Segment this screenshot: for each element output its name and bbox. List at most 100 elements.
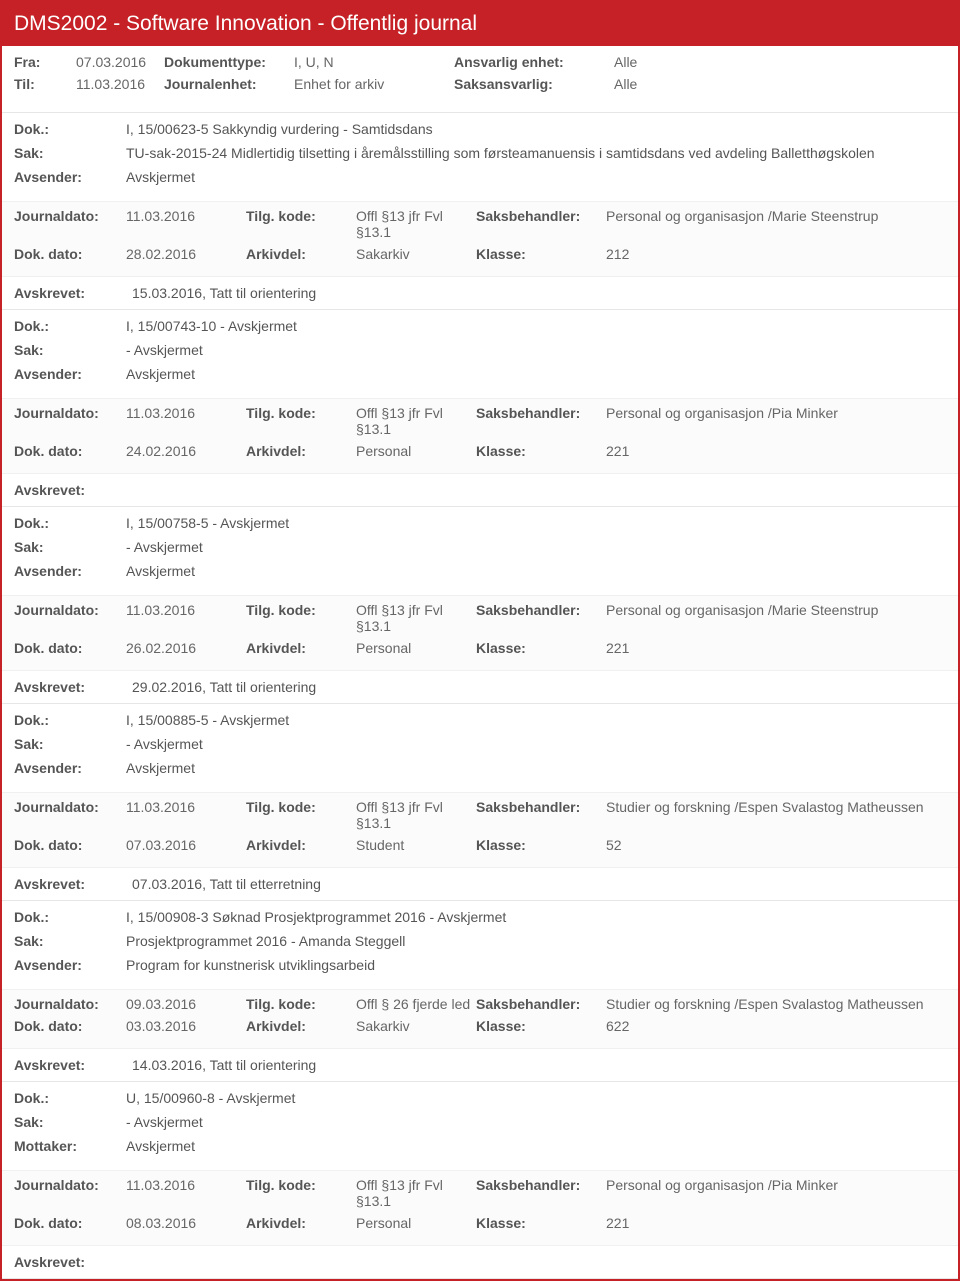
dok-label: Dok.: xyxy=(14,712,126,728)
party-value: Avskjermet xyxy=(126,366,946,382)
sak-value: Prosjektprogrammet 2016 - Amanda Steggel… xyxy=(126,933,946,949)
sak-row: Sak: - Avskjermet xyxy=(14,1114,946,1130)
avskrevet-value: 29.02.2016, Tatt til orientering xyxy=(126,679,946,695)
party-row: Avsender: Avskjermet xyxy=(14,169,946,185)
party-label: Avsender: xyxy=(14,957,126,973)
saksansvarlig-value: Alle xyxy=(614,76,637,92)
arkivdel-value: Personal xyxy=(356,443,476,459)
tilgkode-value: Offl §13 jfr Fvl §13.1 xyxy=(356,405,476,437)
record-header: Dok.: I, 15/00885-5 - Avskjermet Sak: - … xyxy=(2,704,958,792)
dok-row: Dok.: I, 15/00908-3 Søknad Prosjektprogr… xyxy=(14,909,946,925)
records-container: Dok.: I, 15/00623-5 Sakkyndig vurdering … xyxy=(2,113,958,1279)
arkivdel-label: Arkivdel: xyxy=(246,837,356,853)
tilgkode-label: Tilg. kode: xyxy=(246,602,356,634)
party-label: Avsender: xyxy=(14,169,126,185)
klasse-label: Klasse: xyxy=(476,443,606,459)
journalenhet-label: Journalenhet: xyxy=(164,76,294,92)
grid-row: Journaldato: 09.03.2016 Tilg. kode: Offl… xyxy=(14,996,946,1012)
til-value: 11.03.2016 xyxy=(76,76,164,92)
party-label: Avsender: xyxy=(14,366,126,382)
journaldato-label: Journaldato: xyxy=(14,602,126,634)
sak-value: - Avskjermet xyxy=(126,342,946,358)
record-grid: Journaldato: 11.03.2016 Tilg. kode: Offl… xyxy=(2,398,958,473)
party-value: Avskjermet xyxy=(126,563,946,579)
grid-row: Dok. dato: 08.03.2016 Arkivdel: Personal… xyxy=(14,1215,946,1231)
grid-row: Dok. dato: 03.03.2016 Arkivdel: Sakarkiv… xyxy=(14,1018,946,1034)
klasse-value: 52 xyxy=(606,837,946,853)
journaldato-label: Journaldato: xyxy=(14,405,126,437)
dokdato-value: 03.03.2016 xyxy=(126,1018,246,1034)
saksbeh-value: Personal og organisasjon /Marie Steenstr… xyxy=(606,602,946,634)
journaldato-value: 11.03.2016 xyxy=(126,208,246,240)
avskrevet-label: Avskrevet: xyxy=(14,679,126,695)
dok-value: U, 15/00960-8 - Avskjermet xyxy=(126,1090,946,1106)
record-grid: Journaldato: 11.03.2016 Tilg. kode: Offl… xyxy=(2,792,958,867)
party-row: Mottaker: Avskjermet xyxy=(14,1138,946,1154)
dokdato-value: 07.03.2016 xyxy=(126,837,246,853)
dok-row: Dok.: I, 15/00885-5 - Avskjermet xyxy=(14,712,946,728)
tilgkode-value: Offl §13 jfr Fvl §13.1 xyxy=(356,1177,476,1209)
tilgkode-value: Offl § 26 fjerde led xyxy=(356,996,476,1012)
journal-page: DMS2002 - Software Innovation - Offentli… xyxy=(0,0,960,1281)
arkivdel-value: Student xyxy=(356,837,476,853)
saksbeh-value: Studier og forskning /Espen Svalastog Ma… xyxy=(606,996,946,1012)
party-row: Avsender: Avskjermet xyxy=(14,760,946,776)
avskrevet-label: Avskrevet: xyxy=(14,1057,126,1073)
saksbeh-label: Saksbehandler: xyxy=(476,405,606,437)
dokdato-label: Dok. dato: xyxy=(14,640,126,656)
avskrevet-label: Avskrevet: xyxy=(14,876,126,892)
klasse-value: 221 xyxy=(606,640,946,656)
saksbeh-value: Personal og organisasjon /Marie Steenstr… xyxy=(606,208,946,240)
journal-record: Dok.: I, 15/00885-5 - Avskjermet Sak: - … xyxy=(2,704,958,901)
arkivdel-value: Sakarkiv xyxy=(356,246,476,262)
klasse-label: Klasse: xyxy=(476,1018,606,1034)
tilgkode-value: Offl §13 jfr Fvl §13.1 xyxy=(356,799,476,831)
saksbeh-value: Personal og organisasjon /Pia Minker xyxy=(606,405,946,437)
avskrevet-label: Avskrevet: xyxy=(14,285,126,301)
avskrevet-value xyxy=(126,482,946,498)
arkivdel-value: Sakarkiv xyxy=(356,1018,476,1034)
journal-record: Dok.: U, 15/00960-8 - Avskjermet Sak: - … xyxy=(2,1082,958,1279)
meta-row: Til: 11.03.2016 Journalenhet: Enhet for … xyxy=(14,76,946,92)
arkivdel-label: Arkivdel: xyxy=(246,1018,356,1034)
grid-row: Journaldato: 11.03.2016 Tilg. kode: Offl… xyxy=(14,602,946,634)
party-value: Avskjermet xyxy=(126,760,946,776)
doktype-label: Dokumenttype: xyxy=(164,54,294,70)
sak-row: Sak: - Avskjermet xyxy=(14,342,946,358)
dok-value: I, 15/00623-5 Sakkyndig vurdering - Samt… xyxy=(126,121,946,137)
dok-row: Dok.: U, 15/00960-8 - Avskjermet xyxy=(14,1090,946,1106)
dokdato-label: Dok. dato: xyxy=(14,246,126,262)
record-grid: Journaldato: 11.03.2016 Tilg. kode: Offl… xyxy=(2,201,958,276)
party-row: Avsender: Program for kunstnerisk utvikl… xyxy=(14,957,946,973)
dok-label: Dok.: xyxy=(14,515,126,531)
dokdato-value: 24.02.2016 xyxy=(126,443,246,459)
dok-value: I, 15/00743-10 - Avskjermet xyxy=(126,318,946,334)
journaldato-label: Journaldato: xyxy=(14,208,126,240)
record-header: Dok.: U, 15/00960-8 - Avskjermet Sak: - … xyxy=(2,1082,958,1170)
klasse-value: 212 xyxy=(606,246,946,262)
saksbeh-value: Studier og forskning /Espen Svalastog Ma… xyxy=(606,799,946,831)
journaldato-value: 11.03.2016 xyxy=(126,405,246,437)
avskrevet-label: Avskrevet: xyxy=(14,1254,126,1270)
saksbeh-value: Personal og organisasjon /Pia Minker xyxy=(606,1177,946,1209)
record-header: Dok.: I, 15/00623-5 Sakkyndig vurdering … xyxy=(2,113,958,201)
avskrevet-row: Avskrevet: 14.03.2016, Tatt til orienter… xyxy=(2,1048,958,1081)
journalenhet-value: Enhet for arkiv xyxy=(294,76,454,92)
party-label: Mottaker: xyxy=(14,1138,126,1154)
tilgkode-label: Tilg. kode: xyxy=(246,1177,356,1209)
dok-row: Dok.: I, 15/00743-10 - Avskjermet xyxy=(14,318,946,334)
saksbeh-label: Saksbehandler: xyxy=(476,602,606,634)
sak-label: Sak: xyxy=(14,1114,126,1130)
saksansvarlig-label: Saksansvarlig: xyxy=(454,76,614,92)
record-header: Dok.: I, 15/00908-3 Søknad Prosjektprogr… xyxy=(2,901,958,989)
party-row: Avsender: Avskjermet xyxy=(14,563,946,579)
grid-row: Dok. dato: 07.03.2016 Arkivdel: Student … xyxy=(14,837,946,853)
grid-row: Dok. dato: 28.02.2016 Arkivdel: Sakarkiv… xyxy=(14,246,946,262)
journaldato-label: Journaldato: xyxy=(14,799,126,831)
journaldato-label: Journaldato: xyxy=(14,1177,126,1209)
dok-value: I, 15/00885-5 - Avskjermet xyxy=(126,712,946,728)
grid-row: Journaldato: 11.03.2016 Tilg. kode: Offl… xyxy=(14,799,946,831)
page-title-bar: DMS2002 - Software Innovation - Offentli… xyxy=(2,2,958,46)
tilgkode-label: Tilg. kode: xyxy=(246,405,356,437)
tilgkode-label: Tilg. kode: xyxy=(246,799,356,831)
